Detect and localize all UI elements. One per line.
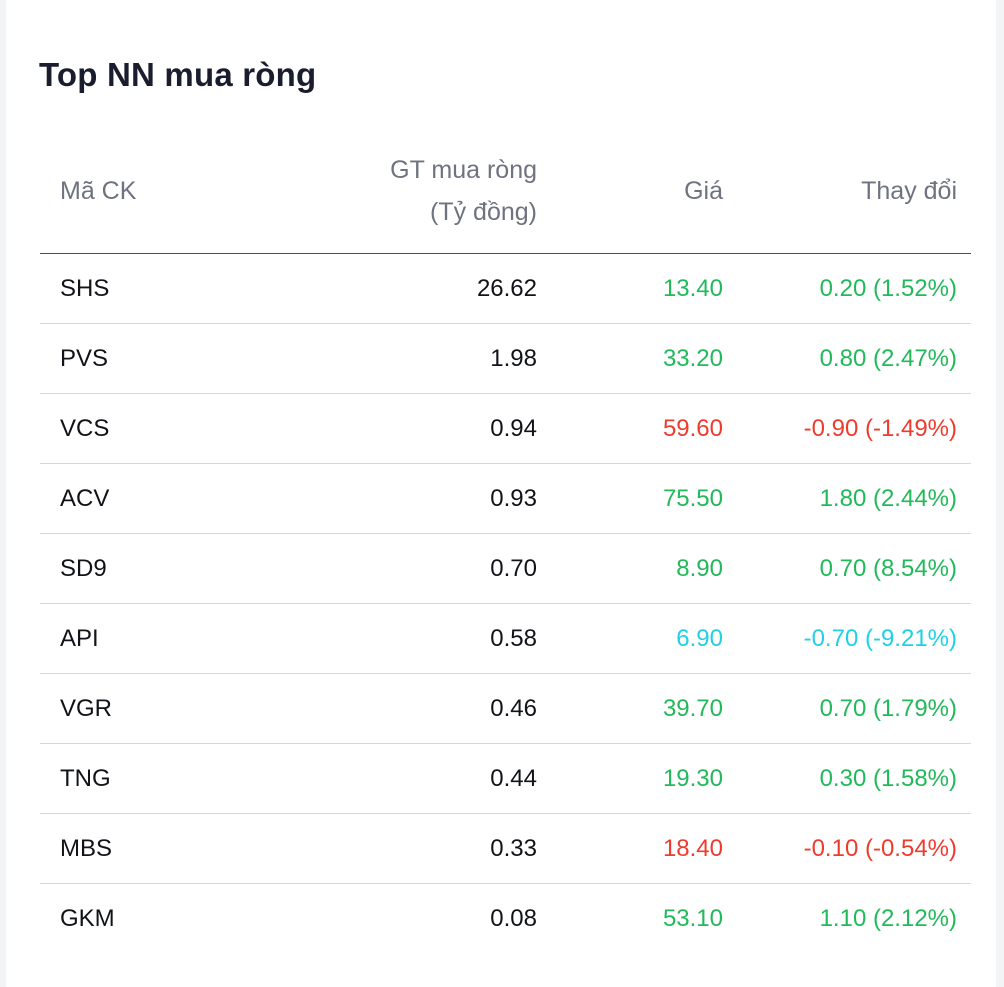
table-body: SHS 26.62 13.40 0.20 (1.52%) PVS 1.98 33… — [40, 254, 971, 953]
table-row[interactable]: ACV 0.93 75.50 1.80 (2.44%) — [40, 464, 971, 534]
net-buy-value: 0.08 — [490, 905, 537, 932]
stock-symbol[interactable]: PVS — [60, 345, 109, 372]
net-buy-value: 26.62 — [476, 275, 537, 302]
stock-price: 18.40 — [662, 835, 723, 862]
stock-price: 39.70 — [662, 695, 723, 722]
price-change: 0.80 (2.47%) — [819, 345, 957, 372]
net-buy-table: Mã CK GT mua ròng (Tỷ đồng) Giá Thay đổi… — [40, 140, 971, 953]
stock-symbol[interactable]: API — [60, 625, 99, 652]
net-buy-value: 0.46 — [490, 695, 537, 722]
table-row[interactable]: SHS 26.62 13.40 0.20 (1.52%) — [40, 254, 971, 324]
net-buy-value: 0.44 — [490, 765, 537, 792]
stock-symbol[interactable]: MBS — [60, 835, 113, 862]
header-price: Giá — [684, 177, 723, 205]
table-row[interactable]: SD9 0.70 8.90 0.70 (8.54%) — [40, 534, 971, 604]
price-change: 0.70 (8.54%) — [819, 555, 957, 582]
stock-price: 13.40 — [662, 275, 723, 302]
stock-price: 8.90 — [676, 555, 723, 582]
price-change: 0.70 (1.79%) — [819, 695, 957, 722]
table-row[interactable]: GKM 0.08 53.10 1.10 (2.12%) — [40, 884, 971, 953]
table-row[interactable]: MBS 0.33 18.40 -0.10 (-0.54%) — [40, 814, 971, 884]
stock-symbol[interactable]: GKM — [60, 905, 115, 932]
stock-price: 33.20 — [662, 345, 723, 372]
price-change: -0.90 (-1.49%) — [803, 415, 957, 442]
header-net-value-unit: (Tỷ đồng) — [430, 198, 537, 226]
stock-symbol[interactable]: SHS — [60, 275, 110, 302]
table-row[interactable]: TNG 0.44 19.30 0.30 (1.58%) — [40, 744, 971, 814]
price-change: -0.10 (-0.54%) — [803, 835, 957, 862]
header-symbol: Mã CK — [60, 177, 137, 205]
header-net-value-line1: GT mua ròng — [390, 156, 537, 184]
net-buy-value: 1.98 — [490, 345, 537, 372]
stock-symbol[interactable]: ACV — [60, 485, 110, 512]
header-net-value: GT mua ròng (Tỷ đồng) — [390, 149, 537, 233]
stock-symbol[interactable]: VCS — [60, 415, 110, 442]
net-buy-value: 0.33 — [490, 835, 537, 862]
table-row[interactable]: API 0.58 6.90 -0.70 (-9.21%) — [40, 604, 971, 674]
price-change: 1.10 (2.12%) — [819, 905, 957, 932]
stock-price: 59.60 — [662, 415, 723, 442]
net-buy-value: 0.58 — [490, 625, 537, 652]
stock-price: 75.50 — [662, 485, 723, 512]
stock-symbol[interactable]: VGR — [60, 695, 113, 722]
net-buy-value: 0.93 — [490, 485, 537, 512]
card-title: Top NN mua ròng — [39, 56, 317, 93]
table-row[interactable]: VGR 0.46 39.70 0.70 (1.79%) — [40, 674, 971, 744]
price-change: 1.80 (2.44%) — [819, 485, 957, 512]
table-row[interactable]: VCS 0.94 59.60 -0.90 (-1.49%) — [40, 394, 971, 464]
stock-symbol[interactable]: TNG — [60, 765, 111, 792]
table-header: Mã CK GT mua ròng (Tỷ đồng) Giá Thay đổi — [40, 140, 971, 254]
price-change: -0.70 (-9.21%) — [803, 625, 957, 652]
net-buy-value: 0.70 — [490, 555, 537, 582]
table-row[interactable]: PVS 1.98 33.20 0.80 (2.47%) — [40, 324, 971, 394]
stock-symbol[interactable]: SD9 — [60, 555, 107, 582]
stock-price: 53.10 — [662, 905, 723, 932]
top-foreign-net-buy-card: Top NN mua ròng Mã CK GT mua ròng (Tỷ đồ… — [6, 0, 996, 987]
stock-price: 6.90 — [676, 625, 723, 652]
header-change: Thay đổi — [861, 177, 957, 205]
price-change: 0.20 (1.52%) — [819, 275, 957, 302]
stock-price: 19.30 — [662, 765, 723, 792]
price-change: 0.30 (1.58%) — [819, 765, 957, 792]
net-buy-value: 0.94 — [490, 415, 537, 442]
